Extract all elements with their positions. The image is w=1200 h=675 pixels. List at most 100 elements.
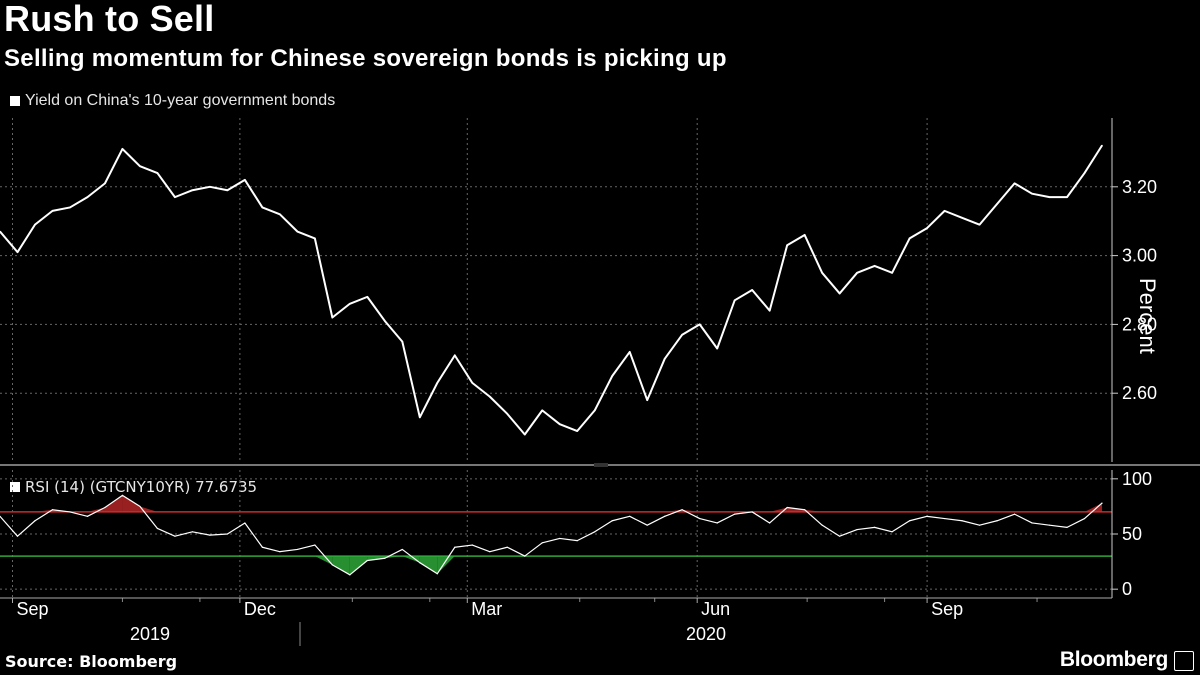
x-year-label: 2019 [130, 624, 170, 644]
rsi-point [86, 515, 89, 517]
rsi-oversold-fill [349, 556, 368, 575]
rsi-point [716, 522, 718, 524]
rsi-point [489, 551, 491, 553]
yield-point [786, 244, 788, 247]
yield-point [51, 210, 54, 212]
rsi-oversold-fill [332, 556, 350, 575]
yield-point [226, 189, 229, 192]
yield-point [768, 309, 771, 312]
yield-point [1083, 172, 1086, 174]
yield-point [856, 272, 858, 274]
x-tick-label: Dec [244, 599, 276, 619]
rsi-point [261, 546, 263, 548]
yield-point [1066, 196, 1068, 198]
rsi-point [804, 509, 806, 511]
chart-subtitle: Selling momentum for Chinese sovereign b… [4, 45, 727, 72]
yield-point [576, 430, 579, 432]
rsi-point [664, 515, 666, 517]
yield-point [244, 179, 246, 181]
yield-point [0, 230, 1, 233]
rsi-point [908, 520, 911, 522]
rsi-point [646, 524, 648, 526]
yield-point [891, 272, 893, 274]
rsi-point [681, 509, 683, 511]
yield-point [1031, 192, 1033, 195]
legend-rsi: RSI (14) (GTCNY10YR) 77.6735 [10, 478, 257, 496]
rsi-point [629, 515, 631, 517]
rsi-point [331, 564, 333, 566]
rsi-point [943, 517, 946, 520]
yield-point [296, 230, 299, 233]
rsi-point [611, 520, 613, 522]
rsi-point [34, 520, 36, 522]
rsi-point [384, 557, 386, 559]
rsi-point [559, 537, 561, 540]
series-line-yield [0, 144, 1103, 436]
series-layer [0, 144, 1103, 576]
rsi-point [121, 494, 124, 496]
yield-point [646, 399, 649, 401]
yield-point [873, 265, 876, 267]
yield-point [156, 172, 159, 174]
rsi-point [1066, 526, 1068, 528]
rsi-point [996, 520, 998, 522]
rsi-point [961, 520, 963, 522]
panel-resize-handle [594, 463, 608, 467]
legend-swatch-icon [10, 96, 20, 106]
yield-point [558, 423, 561, 425]
rsi-oversold-fill [419, 556, 438, 574]
rsi-point [839, 535, 841, 537]
rsi-threshold-lines [0, 511, 1112, 557]
rsi-point [978, 524, 981, 526]
yield-point [1013, 182, 1016, 185]
rsi-point [699, 517, 701, 520]
yield-point [174, 196, 176, 198]
rsi-point [366, 559, 368, 562]
rsi-point [1101, 502, 1103, 504]
rsi-point [856, 528, 858, 531]
chart-title: Rush to Sell [4, 0, 215, 39]
yield-point [121, 148, 124, 150]
rsi-point [1031, 522, 1033, 524]
rsi-point [191, 531, 194, 533]
yield-point [488, 395, 491, 398]
rsi-fills [34, 495, 1103, 575]
legend-swatch-icon [10, 482, 20, 492]
yield-point [681, 333, 683, 336]
yield-point [1101, 144, 1103, 147]
yield-point [628, 351, 631, 353]
rsi-oversold-fill [402, 556, 420, 563]
rsi-point [751, 511, 753, 513]
yield-point [908, 237, 911, 240]
rsi-point [314, 544, 316, 546]
grid-rsi [0, 470, 1112, 598]
legend-yield: Yield on China's 10-year government bond… [10, 92, 335, 110]
yield-point [838, 292, 841, 295]
rsi-point [1048, 524, 1051, 526]
yield-point [453, 354, 456, 357]
rsi-point [874, 526, 876, 528]
rsi-oversold-fill [314, 556, 333, 565]
rsi-point [349, 574, 351, 576]
y-tick-label-rsi: 50 [1122, 524, 1142, 544]
rsi-oversold-fill [437, 556, 455, 574]
rsi-point [69, 511, 71, 513]
yield-point [419, 416, 421, 419]
rsi-overbought-fill [1084, 503, 1103, 512]
yield-point [523, 433, 526, 436]
y-tick-label: 3.00 [1122, 246, 1157, 266]
rsi-point [296, 548, 298, 551]
yield-point [471, 382, 474, 384]
rsi-point [926, 515, 928, 517]
rsi-point [51, 509, 54, 511]
yield-point [978, 223, 981, 226]
series-line-rsi [0, 494, 1103, 576]
rsi-point [401, 548, 403, 551]
yield-point [349, 302, 351, 305]
rsi-point [139, 505, 141, 508]
yield-point [733, 299, 736, 302]
rsi-point [594, 531, 596, 533]
rsi-point [471, 544, 473, 546]
yield-point [506, 413, 509, 415]
